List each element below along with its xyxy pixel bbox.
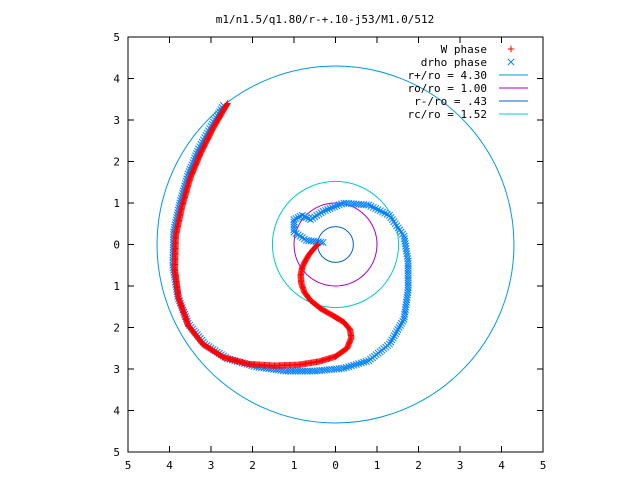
- drho-phase-point: [365, 201, 373, 209]
- series-W-phase: [171, 100, 355, 369]
- circle-3: [271, 180, 400, 309]
- drho-phase-point: [393, 328, 401, 336]
- drho-phase-point: [394, 326, 402, 334]
- drho-phase-point: [390, 332, 398, 340]
- drho-phase-point: [396, 321, 404, 329]
- y-tick-label: 2: [113, 156, 120, 169]
- legend-marker-sample: [507, 45, 515, 53]
- x-tick-label: 4: [166, 459, 173, 472]
- drho-phase-point: [374, 206, 382, 214]
- drho-phase-point: [298, 211, 306, 220]
- x-tick-label: 3: [208, 459, 215, 472]
- y-tick-label: 5: [113, 446, 120, 459]
- x-tick-label: 1: [291, 459, 298, 472]
- drho-phase-point: [324, 205, 332, 214]
- drho-phase-point: [331, 203, 339, 211]
- drho-phase-point: [360, 358, 368, 366]
- drho-phase-point: [400, 313, 408, 321]
- chart-title: m1/n1.5/q1.80/r-+.10-j53/M1.0/512: [216, 13, 435, 26]
- x-tick-label: 1: [374, 459, 381, 472]
- y-tick-label: 3: [113, 114, 120, 127]
- x-tick-label: 2: [415, 459, 422, 472]
- data-series: [169, 100, 412, 375]
- y-tick-label: 1: [113, 197, 120, 210]
- drho-phase-point: [400, 315, 408, 323]
- y-tick-label: 4: [113, 405, 120, 418]
- drho-phase-point: [369, 203, 377, 211]
- x-tick-label: 5: [125, 459, 132, 472]
- drho-phase-point: [399, 317, 407, 325]
- legend-label: rc/ro = 1.52: [408, 108, 487, 121]
- drho-phase-point: [335, 201, 343, 209]
- drho-phase-point: [294, 213, 302, 222]
- drho-phase-point: [290, 221, 298, 229]
- w-phase-point: [224, 100, 231, 107]
- drho-phase-point: [389, 334, 397, 342]
- legend-label: drho phase: [421, 56, 487, 69]
- drho-phase-point: [352, 360, 360, 368]
- drho-phase-point: [357, 359, 365, 367]
- drho-phase-point: [355, 360, 363, 368]
- legend-label: r+/ro = 4.30: [408, 69, 487, 82]
- drho-phase-point: [305, 237, 313, 245]
- drho-phase-point: [362, 201, 370, 209]
- drho-phase-point: [367, 202, 375, 210]
- drho-phase-point: [376, 207, 384, 215]
- y-tick-label: 0: [113, 239, 120, 252]
- x-tick-label: 4: [498, 459, 505, 472]
- x-tick-label: 2: [249, 459, 256, 472]
- drho-phase-point: [362, 357, 370, 366]
- drho-phase-point: [300, 212, 308, 221]
- drho-phase-point: [326, 204, 334, 213]
- y-tick-label: 2: [113, 322, 120, 335]
- legend-label: ro/ro = 1.00: [408, 82, 487, 95]
- drho-phase-point: [290, 228, 298, 236]
- circle-1: [293, 202, 378, 287]
- drho-phase-point: [290, 226, 298, 234]
- drho-phase-point: [302, 213, 311, 222]
- drho-phase-point: [350, 361, 358, 369]
- drho-phase-point: [345, 363, 353, 371]
- circle-0: [156, 65, 515, 424]
- drho-phase-point: [381, 209, 389, 217]
- drho-phase-point: [321, 206, 329, 214]
- drho-phase-point: [391, 330, 400, 338]
- drho-phase-point: [328, 204, 336, 212]
- legend-label: r-/ro = .43: [414, 95, 487, 108]
- legend-label: W phase: [441, 43, 487, 56]
- x-tick-label: 0: [332, 459, 339, 472]
- drho-phase-point: [333, 202, 341, 210]
- x-tick-label: 3: [457, 459, 464, 472]
- drho-phase-point: [347, 362, 355, 370]
- legend-marker-sample: [507, 58, 515, 66]
- drho-phase-point: [292, 215, 300, 223]
- drho-phase-point: [388, 336, 396, 344]
- y-tick-label: 5: [113, 31, 120, 44]
- drho-phase-point: [290, 216, 298, 224]
- drho-phase-point: [319, 207, 327, 215]
- drho-phase-point: [372, 204, 380, 213]
- y-tick-label: 4: [113, 73, 120, 86]
- drho-phase-point: [395, 323, 403, 332]
- x-tick-label: 5: [540, 459, 547, 472]
- drho-phase-point: [378, 208, 387, 216]
- drho-phase-point: [290, 223, 298, 231]
- drho-phase-point: [365, 357, 373, 365]
- reference-circles: [156, 65, 515, 424]
- drho-phase-point: [398, 319, 406, 327]
- w-phase-point: [223, 101, 231, 108]
- y-tick-label: 3: [113, 363, 120, 376]
- y-tick-label: 1: [113, 280, 120, 293]
